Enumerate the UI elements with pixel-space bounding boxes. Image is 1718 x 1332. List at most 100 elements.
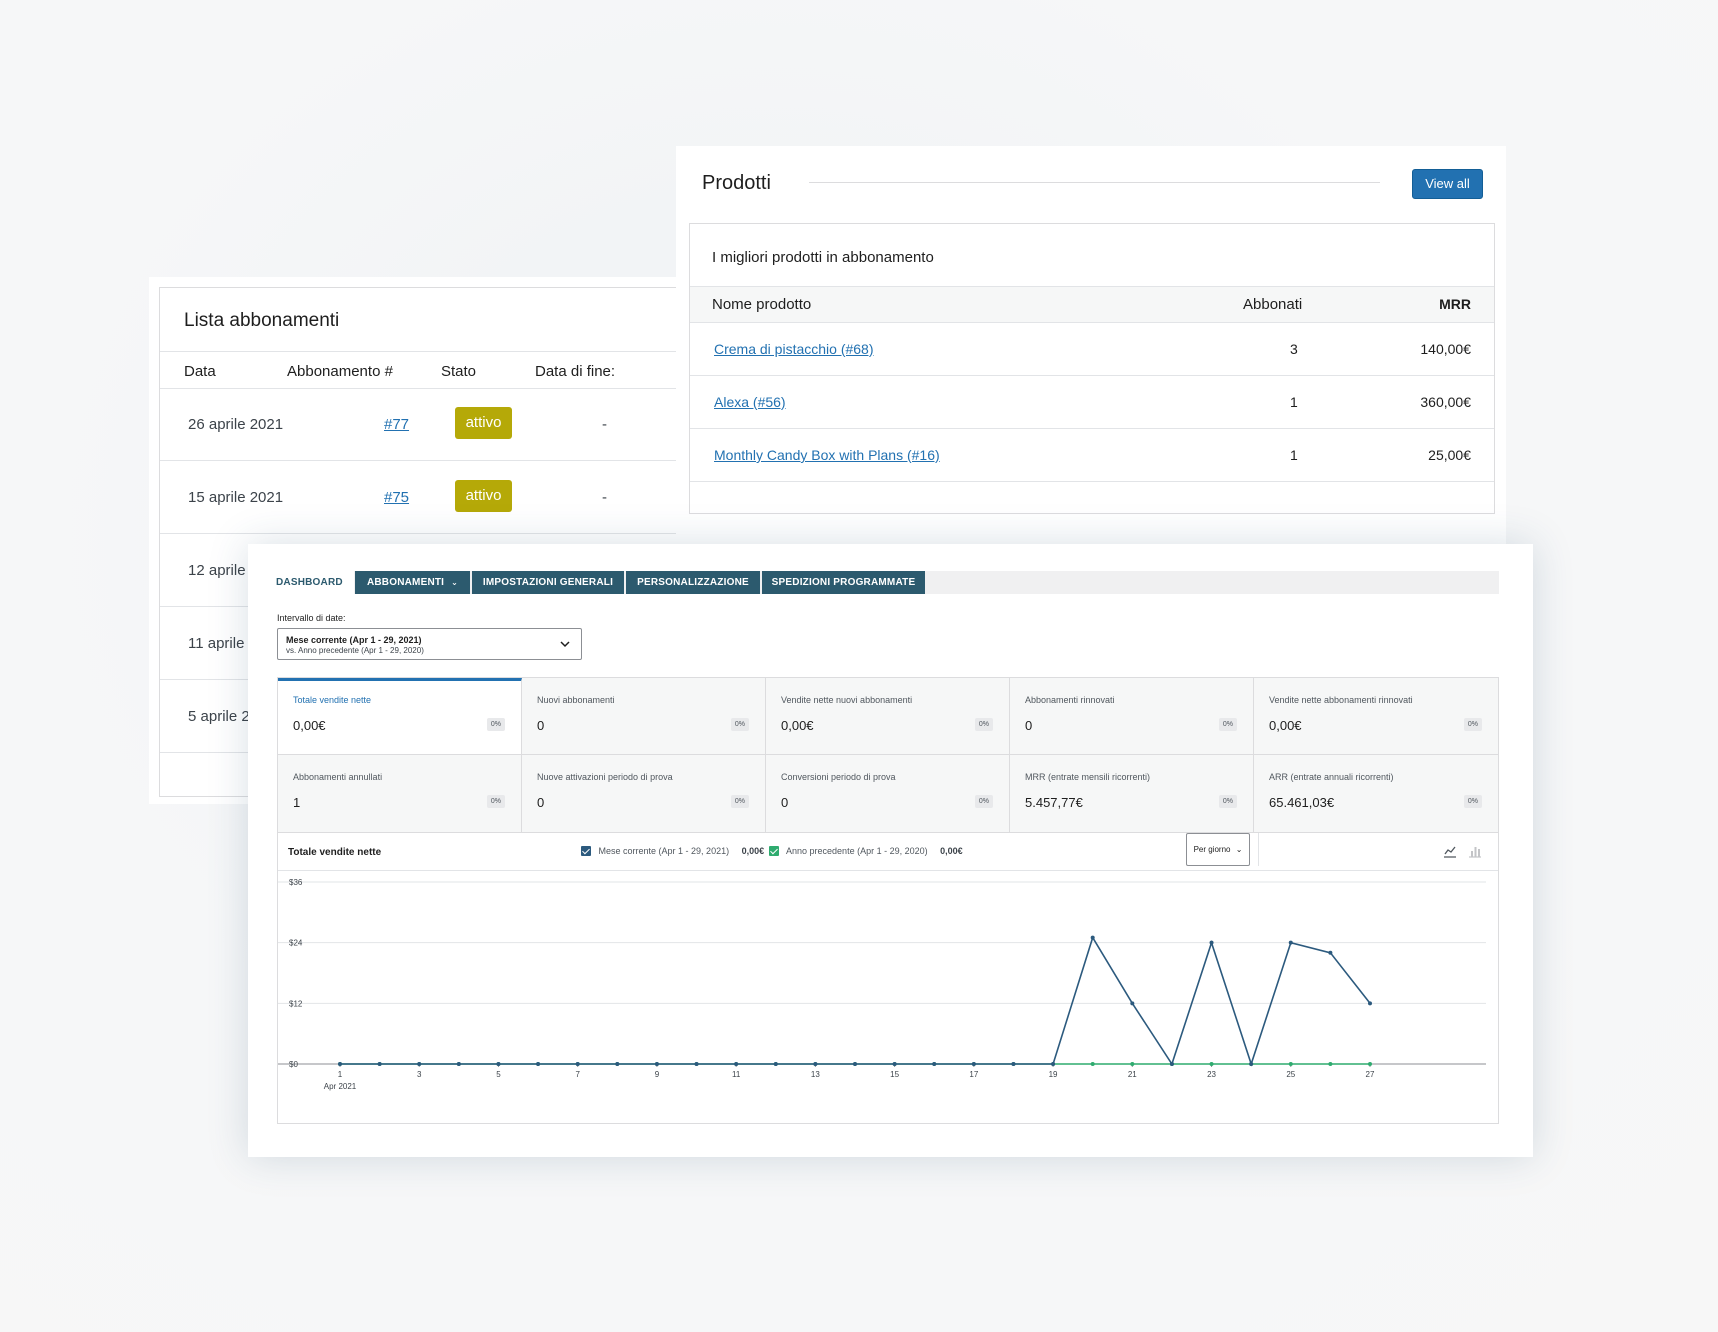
checkbox-icon[interactable] — [769, 846, 779, 856]
data-point — [654, 1062, 659, 1066]
y-tick-label: $12 — [289, 999, 303, 1008]
stat-value: 0 — [781, 795, 789, 810]
data-point — [377, 1062, 382, 1066]
chart-container: Totale vendite nette Mese corrente (Apr … — [277, 832, 1499, 1124]
stat-change: 0% — [486, 718, 505, 731]
status-badge: attivo — [455, 480, 512, 512]
data-point — [734, 1062, 739, 1066]
stat-change: 0% — [974, 795, 993, 808]
legend-label: Mese corrente (Apr 1 - 29, 2021) — [598, 846, 730, 856]
stat-tile[interactable]: Nuovi abbonamenti 0 0% — [522, 678, 766, 755]
row-subscribers: 3 — [1290, 341, 1298, 357]
stat-tile[interactable]: Vendite nette abbonamenti rinnovati 0,00… — [1254, 678, 1498, 755]
stat-label: Vendite nette abbonamenti rinnovati — [1269, 695, 1413, 705]
table-row: 26 aprile 2021 #77 attivo - — [160, 389, 688, 461]
row-end-date: - — [602, 416, 607, 433]
product-link[interactable]: Alexa (#56) — [714, 394, 786, 410]
products-table-header: Nome prodotto Abbonati MRR — [690, 286, 1494, 323]
legend-item-current[interactable]: Mese corrente (Apr 1 - 29, 2021) 0,00€ — [581, 846, 764, 856]
x-tick-label: 7 — [575, 1070, 580, 1079]
stat-tile[interactable]: Nuove attivazioni periodo di prova 0 0% — [522, 755, 766, 832]
col-header-subscribers: Abbonati — [1243, 296, 1303, 313]
data-point — [1368, 1001, 1372, 1006]
stat-tile[interactable]: ARR (entrate annuali ricorrenti) 65.461,… — [1254, 755, 1498, 832]
tab-impostazioni-generali[interactable]: IMPOSTAZIONI GENERALI — [472, 571, 624, 594]
stat-change: 0% — [1463, 795, 1482, 808]
tab-spedizioni-programmate[interactable]: SPEDIZIONI PROGRAMMATE — [762, 571, 925, 594]
x-tick-label: 3 — [417, 1070, 422, 1079]
stat-label: Nuovi abbonamenti — [537, 695, 615, 705]
stat-value: 5.457,77€ — [1025, 795, 1083, 810]
subscription-link[interactable]: #75 — [384, 489, 410, 506]
data-point — [971, 1062, 976, 1066]
interval-select[interactable]: Per giorno ⌄ — [1186, 833, 1250, 866]
data-point — [1328, 950, 1333, 955]
y-tick-label: $36 — [289, 878, 303, 887]
chevron-down-icon — [560, 641, 570, 648]
subscription-link[interactable]: #77 — [384, 416, 410, 433]
stat-label: Nuove attivazioni periodo di prova — [537, 772, 673, 782]
data-point — [1011, 1062, 1016, 1066]
legend-item-previous[interactable]: Anno precedente (Apr 1 - 29, 2020) 0,00€ — [769, 846, 963, 856]
title-divider — [809, 182, 1380, 183]
tab-abbonamenti[interactable]: ABBONAMENTI ⌄ — [355, 571, 470, 594]
data-point — [496, 1062, 501, 1066]
interval-label: Per giorno — [1193, 845, 1231, 854]
stat-change: 0% — [1218, 795, 1237, 808]
data-point — [338, 1062, 342, 1066]
stat-value: 0 — [537, 718, 545, 733]
chart-header: Totale vendite nette Mese corrente (Apr … — [278, 833, 1498, 871]
row-date: 5 aprile 2 — [188, 708, 250, 725]
table-row: 15 aprile 2021 #75 attivo - — [160, 462, 688, 534]
table-row: Monthly Candy Box with Plans (#16) 1 25,… — [690, 429, 1494, 482]
line-chart-icon[interactable] — [1443, 844, 1457, 858]
subscriptions-table-header: Data Abbonamento # Stato Data di fine: — [160, 351, 688, 389]
date-range-select[interactable]: Mese corrente (Apr 1 - 29, 2021) vs. Ann… — [277, 628, 582, 660]
data-point — [417, 1062, 422, 1066]
row-mrr: 25,00€ — [1428, 447, 1471, 463]
col-header-date: Data — [184, 363, 216, 380]
data-point — [1130, 1001, 1135, 1006]
view-all-button[interactable]: View all — [1412, 169, 1483, 199]
legend-value: 0,00€ — [940, 846, 963, 856]
stat-value: 0,00€ — [293, 718, 326, 733]
stat-tile[interactable]: Vendite nette nuovi abbonamenti 0,00€ 0% — [766, 678, 1010, 755]
stat-tile[interactable]: Conversioni periodo di prova 0 0% — [766, 755, 1010, 832]
stat-tile[interactable]: Abbonamenti annullati 1 0% — [278, 755, 522, 832]
stat-tile[interactable]: MRR (entrate mensili ricorrenti) 5.457,7… — [1010, 755, 1254, 832]
tab-dashboard[interactable]: DASHBOARD — [276, 571, 354, 594]
stat-tile[interactable]: Totale vendite nette 0,00€ 0% — [278, 678, 522, 755]
series-line — [340, 935, 1371, 1067]
subscriptions-list-panel: Lista abbonamenti Data Abbonamento # Sta… — [149, 277, 689, 804]
y-tick-label: $0 — [289, 1060, 298, 1069]
stat-value: 0,00€ — [781, 718, 814, 733]
stat-value: 0 — [537, 795, 545, 810]
product-link[interactable]: Crema di pistacchio (#68) — [714, 341, 874, 357]
row-date: 11 aprile — [188, 635, 245, 652]
x-tick-label: 5 — [496, 1070, 501, 1079]
subscriptions-list-title: Lista abbonamenti — [184, 310, 340, 331]
x-tick-label: 21 — [1128, 1070, 1137, 1079]
x-tick-label: 13 — [811, 1070, 820, 1079]
date-range-compare: vs. Anno precedente (Apr 1 - 29, 2020) — [286, 646, 424, 655]
stat-label: ARR (entrate annuali ricorrenti) — [1269, 772, 1394, 782]
stat-tile[interactable]: Abbonamenti rinnovati 0 0% — [1010, 678, 1254, 755]
x-tick-label: 25 — [1286, 1070, 1295, 1079]
data-point — [1130, 1062, 1135, 1066]
col-header-status: Stato — [441, 363, 477, 380]
data-point — [892, 1062, 897, 1066]
tab-personalizzazione[interactable]: PERSONALIZZAZIONE — [626, 571, 760, 594]
row-subscribers: 1 — [1290, 394, 1298, 410]
bar-chart-icon[interactable] — [1468, 844, 1482, 858]
data-point — [1090, 1062, 1095, 1066]
header-divider — [1258, 833, 1259, 866]
stat-change: 0% — [1218, 718, 1237, 731]
checkbox-icon[interactable] — [581, 846, 591, 856]
legend-value: 0,00€ — [741, 846, 765, 856]
data-point — [1328, 1062, 1333, 1066]
stat-change: 0% — [730, 718, 749, 731]
x-tick-label: 27 — [1366, 1070, 1375, 1079]
stat-label: Abbonamenti annullati — [293, 772, 383, 782]
product-link[interactable]: Monthly Candy Box with Plans (#16) — [714, 447, 940, 463]
stat-change: 0% — [730, 795, 749, 808]
